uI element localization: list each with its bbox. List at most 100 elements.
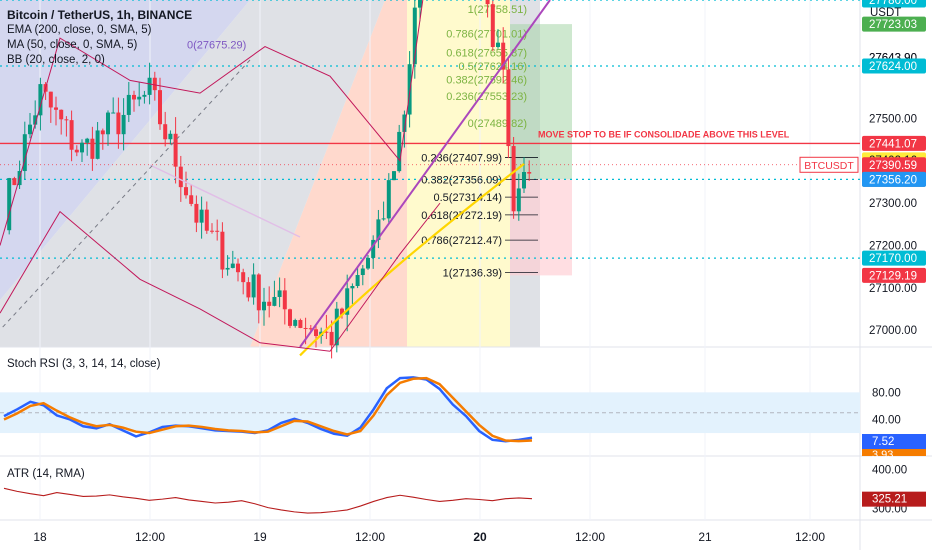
candle-body — [246, 282, 251, 298]
candle-body — [126, 94, 131, 115]
atr-value-label: 325.21 — [872, 494, 907, 506]
candle-body — [350, 285, 355, 289]
symbol-tag-box — [799, 156, 859, 173]
candle-body — [496, 42, 500, 48]
price-label-value: 27723.03 — [869, 19, 917, 31]
indicator-ema-label[interactable]: EMA (200, close, 0, SMA, 5) — [7, 24, 152, 36]
atr-value-box — [862, 491, 926, 507]
fib-diagonal — [0, 59, 251, 331]
candle-body — [272, 296, 277, 306]
candle-body — [173, 133, 178, 167]
fib-upper-label: 0.5(27624.16) — [459, 61, 528, 73]
candle-body — [262, 301, 266, 311]
stoch-line — [3, 376, 533, 443]
price-label-box — [862, 135, 926, 151]
candle-body — [152, 77, 157, 91]
bg-region-gray — [0, 0, 250, 347]
candle-body — [298, 320, 303, 328]
candle-body — [490, 4, 495, 48]
candle-body — [12, 178, 17, 186]
time-tick-label: 12:00 — [355, 530, 385, 544]
indicator-ma-label[interactable]: MA (50, close, 0, SMA, 5) — [7, 39, 138, 51]
candle-body — [132, 94, 136, 100]
candle-body — [516, 188, 521, 212]
candle-body — [241, 272, 246, 283]
fib-lower-label: 0.382(27356.09) — [421, 174, 502, 186]
time-tick-label: 12:00 — [575, 530, 605, 544]
candle-body — [371, 239, 376, 258]
price-label-box — [862, 58, 926, 74]
candle-body — [33, 115, 38, 125]
candle-body — [293, 320, 298, 326]
candle-body — [251, 274, 256, 298]
symbol-tag: BTCUSDT — [804, 160, 854, 172]
candle-body — [74, 149, 79, 153]
stoch-tick-label: 80.00 — [872, 387, 901, 399]
fib-upper-label: 0.786(27701.01) — [446, 28, 527, 40]
candle-body — [100, 130, 105, 135]
candle-body — [418, 0, 422, 8]
candle-body — [366, 257, 370, 269]
trendline — [299, 0, 551, 348]
price-label-box — [862, 250, 926, 266]
candle-body — [340, 308, 344, 315]
candle-body — [402, 114, 407, 132]
price-label-value: 27441.07 — [869, 138, 917, 150]
time-tick-label: 20 — [473, 530, 487, 544]
main-legend: Bitcoin / TetherUS, 1h, BINANCE EMA (200… — [7, 8, 192, 68]
price-label-value: 27624.00 — [869, 61, 917, 73]
time-tick-label: 19 — [253, 530, 267, 544]
candle-body — [54, 107, 58, 110]
candle-body — [163, 124, 168, 140]
candle-body — [282, 290, 287, 310]
candle-body — [137, 96, 142, 100]
bb-value-label: 0(27675.29) — [187, 39, 246, 51]
candle-body — [288, 309, 292, 326]
fib-lower-label: 0.236(27407.99) — [421, 152, 502, 164]
position-target-zone — [510, 24, 572, 180]
fib-lower-label: 0.618(27272.19) — [421, 210, 502, 222]
stoch-rsi-label[interactable]: Stoch RSI (3, 3, 14, 14, close) — [7, 358, 161, 370]
atr-tick-label: 400.00 — [872, 465, 907, 477]
price-label-box — [862, 0, 926, 8]
candle-body — [106, 112, 110, 135]
fib-upper-label: 0(27489.82) — [468, 118, 527, 130]
price-label-box — [862, 171, 926, 187]
price-label-value: 27356.20 — [869, 174, 917, 186]
atr-line — [3, 487, 533, 514]
candle-body — [407, 64, 412, 115]
candle-body — [267, 301, 272, 306]
atr-label[interactable]: ATR (14, RMA) — [7, 468, 85, 480]
candle-body — [210, 230, 214, 232]
candle-body — [59, 109, 64, 120]
time-tick-label: 12:00 — [795, 530, 825, 544]
candle-body — [28, 124, 32, 135]
horizontal-levels-layer: MOVE STOP TO BE IF CONSOLIDADE ABOVE THI… — [0, 0, 860, 259]
symbol-title[interactable]: Bitcoin / TetherUS, 1h, BINANCE — [7, 8, 193, 22]
time-tick-label: 18 — [33, 530, 47, 544]
candle-body — [329, 331, 334, 346]
price-tick-label: 27200.00 — [869, 240, 917, 252]
candle-body — [38, 84, 43, 116]
candle-body — [397, 131, 402, 172]
price-label-value: 27170.00 — [869, 253, 917, 265]
candle-body — [225, 267, 230, 270]
candle-body — [95, 130, 100, 159]
candle-body — [215, 230, 220, 232]
candle-body — [121, 114, 126, 135]
candle-body — [527, 172, 532, 174]
candle-body — [256, 274, 261, 311]
candle-body — [360, 268, 365, 276]
stoch-value-label: 7.52 — [872, 436, 894, 448]
price-tick-label: 27000.00 — [869, 325, 917, 337]
candle-body — [80, 142, 84, 153]
candle-body — [204, 209, 209, 231]
bg-region-gray-2 — [250, 0, 385, 347]
candle-body — [511, 146, 516, 212]
candle-body — [501, 42, 506, 70]
candle-body — [147, 77, 152, 95]
indicator-bb-label[interactable]: BB (20, close, 2, 0) — [7, 54, 105, 66]
